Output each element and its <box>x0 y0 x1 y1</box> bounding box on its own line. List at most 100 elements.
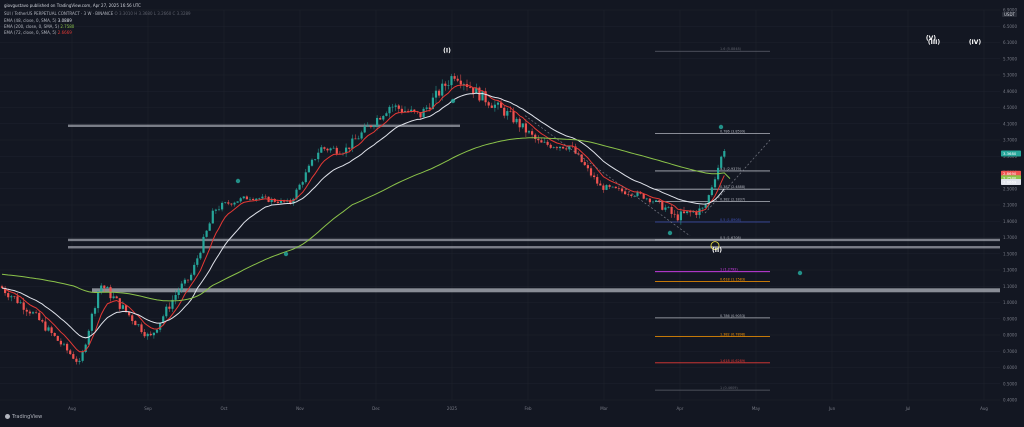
candle-body <box>503 107 506 116</box>
candle-body <box>252 198 255 200</box>
candle-body <box>617 188 620 189</box>
ema-fast-line <box>1 84 725 353</box>
candle-body <box>369 125 372 127</box>
candle-body <box>242 196 245 199</box>
candle-body <box>217 209 221 211</box>
candle-body <box>165 306 168 317</box>
candle-body <box>255 198 258 200</box>
candle-body <box>90 313 93 331</box>
candle-body <box>180 283 183 291</box>
y-tick-label: 4.9000 <box>1003 89 1017 94</box>
candle-body <box>10 296 13 298</box>
x-tick-label: 2025 <box>447 406 458 411</box>
candle-body <box>351 138 354 149</box>
candle-body <box>555 147 558 149</box>
candle-body <box>552 147 555 148</box>
x-tick-label: Oct <box>221 406 228 411</box>
candle-body <box>534 134 537 139</box>
candle-body <box>596 177 599 184</box>
candle-body <box>332 147 335 149</box>
candle-body <box>593 175 596 178</box>
fib-level-label: 1.6 (5.8848) <box>720 47 742 51</box>
candle-body <box>177 290 180 295</box>
y-tick-label: 1.0000 <box>1003 300 1017 305</box>
candle-body <box>518 118 521 128</box>
candle-body <box>118 298 121 309</box>
candle-body <box>695 211 698 215</box>
candle-body <box>655 200 658 202</box>
candle-body <box>211 210 214 224</box>
candle-body <box>500 102 503 108</box>
candle-body <box>72 354 75 359</box>
candle-body <box>279 200 283 203</box>
candle-body <box>673 213 676 215</box>
fib-level-label: 1 (1.2792) <box>720 268 738 272</box>
candle-body <box>410 109 413 112</box>
candle-body <box>106 287 109 289</box>
candle-body <box>214 209 217 211</box>
candle-body <box>627 194 630 195</box>
candle-body <box>481 91 484 101</box>
candle-body <box>403 110 407 113</box>
ema2-label: EMA (200, close, 0, SMA, 5) <box>4 24 60 29</box>
x-tick-label: Jul <box>905 406 911 411</box>
fib-level-label: 0.382 (2.1837) <box>720 198 746 202</box>
ema3-value: 2.6669 <box>57 30 72 35</box>
candle-body <box>487 102 490 106</box>
candle-body <box>19 302 22 304</box>
candle-body <box>670 207 673 214</box>
ema3-legend[interactable]: EMA (72, close, 0, SMA, 5) 2.6669 <box>4 30 72 35</box>
ema2-legend[interactable]: EMA (200, close, 0, SMA, 5) 2.7580 <box>4 24 74 29</box>
candle-body <box>230 203 233 205</box>
currency-badge[interactable]: USDT <box>1002 12 1017 17</box>
candle-body <box>59 340 62 345</box>
candle-body <box>66 343 69 351</box>
candle-body <box>509 111 512 112</box>
candle-body <box>506 111 509 116</box>
publisher-line: giovgustavo published on TradingView.com… <box>4 3 141 8</box>
symbol-line[interactable]: SUI / TetherUS PERPETUAL CONTRACT · 3 W … <box>4 11 191 16</box>
x-tick-label: Aug <box>980 406 988 411</box>
ema-slow-line <box>1 92 725 339</box>
candle-body <box>233 202 236 205</box>
wave-label: (II) <box>712 247 722 254</box>
ema1-legend[interactable]: EMA (48, close, 0, SMA, 5) 3.0889 <box>4 18 72 23</box>
candle-body <box>531 131 534 135</box>
candle-body <box>335 147 338 154</box>
candle-body <box>258 198 261 199</box>
candle-body <box>227 202 230 204</box>
candle-body <box>121 305 124 309</box>
price-tag-label: 2.6669 <box>1003 179 1017 184</box>
fib-level-label: 1.382 (0.7898) <box>720 333 746 337</box>
candle-body <box>605 185 608 190</box>
x-tick-label: May <box>752 406 761 411</box>
candle-body <box>97 291 100 309</box>
candle-body <box>295 189 298 199</box>
candle-body <box>608 185 611 187</box>
logo-text: TradingView <box>12 414 43 420</box>
candle-body <box>428 107 431 110</box>
candle-body <box>320 147 323 153</box>
candle-body <box>348 147 351 149</box>
candle-body <box>469 86 472 88</box>
candle-body <box>441 83 444 96</box>
candle-body <box>713 179 717 188</box>
fib-level-label: 0.5 (2.9379) <box>720 167 742 171</box>
candle-body <box>131 315 134 321</box>
fib-level-label: 0.382 (2.4888) <box>720 185 746 189</box>
candle-body <box>577 153 580 155</box>
candle-body <box>394 105 397 107</box>
ema1-value: 3.0889 <box>57 18 72 23</box>
candle-body <box>453 76 456 79</box>
candle-body <box>565 148 568 150</box>
candle-body <box>413 109 416 112</box>
candle-body <box>422 108 425 118</box>
candle-body <box>527 131 531 133</box>
wave-marker <box>667 230 673 236</box>
wave-label: (III) <box>928 39 940 46</box>
candle-body <box>496 102 500 105</box>
x-tick-label: Feb <box>524 406 532 411</box>
candle-body <box>710 187 713 196</box>
ema2-value: 2.7580 <box>60 24 75 29</box>
